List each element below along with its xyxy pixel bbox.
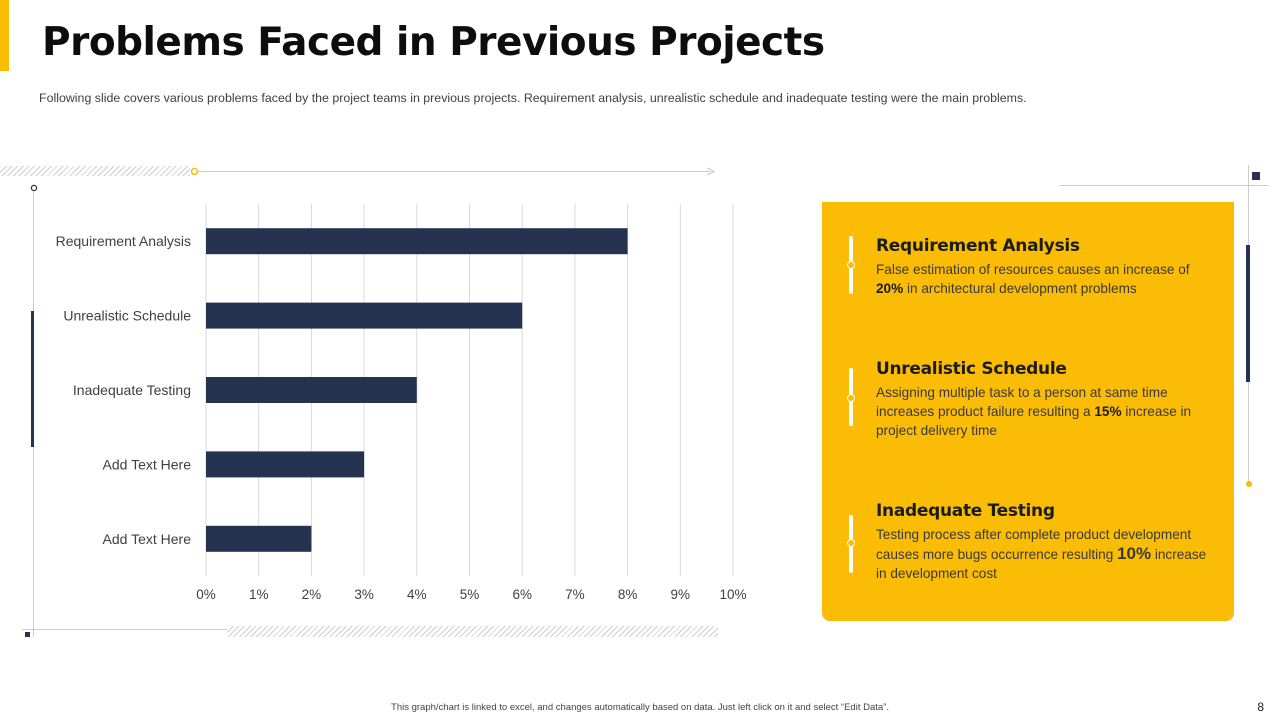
item-description: Testing process after complete product d… [876, 527, 1207, 581]
item-highlight: 15% [1094, 404, 1122, 419]
x-tick-label: 9% [671, 587, 691, 602]
bottom-line [22, 629, 227, 630]
top-left-hatch [0, 166, 190, 176]
bar [206, 525, 312, 552]
bar [206, 377, 417, 403]
problems-panel: Requirement Analysis False estimation of… [822, 202, 1234, 621]
bar-chart: 0% 1% 2% 3% 4% 5% 6% 7% 8% 9% 10% Requirement Analy… [56, 204, 747, 602]
item-title: Unrealistic Schedule [876, 359, 1067, 379]
right-yellow-dot [1246, 481, 1252, 487]
x-tick-label: 10% [719, 587, 746, 602]
category-label: Requirement Analysis [56, 233, 191, 249]
item-description: False estimation of resources causes an … [876, 262, 1190, 296]
item-dot [847, 394, 855, 402]
item-dot [847, 261, 855, 269]
left-navy-accent [31, 311, 34, 447]
item-description: Assigning multiple task to a person at s… [876, 385, 1192, 438]
page-subtitle: Following slide covers various problems … [39, 91, 1027, 105]
x-tick-label: 7% [565, 587, 585, 602]
page-title: Problems Faced in Previous Projects [42, 20, 825, 65]
title-accent-bar [0, 0, 9, 71]
category-label: Unrealistic Schedule [63, 308, 191, 324]
bar [206, 451, 365, 478]
page-number: 8 [1257, 700, 1264, 714]
x-tick-label: 1% [249, 587, 269, 602]
left-navy-dot [30, 184, 38, 192]
x-tick-label: 4% [407, 587, 427, 602]
top-arrow-line [196, 171, 710, 172]
x-tick-label: 8% [618, 587, 638, 602]
x-tick-label: 3% [354, 587, 374, 602]
x-tick-label: 0% [196, 587, 216, 602]
footer-note: This graph/chart is linked to excel, and… [391, 702, 889, 713]
bar [206, 302, 523, 329]
x-tick-label: 2% [302, 587, 322, 602]
arrow-head-icon [706, 167, 716, 176]
category-label: Add Text Here [103, 531, 192, 547]
item-highlight: 20% [876, 281, 904, 296]
top-right-square [1252, 172, 1260, 180]
bottom-left-square [25, 632, 30, 637]
bottom-hatch [227, 626, 718, 637]
category-label: Add Text Here [103, 456, 192, 472]
item-dot [847, 539, 855, 547]
top-yellow-dot [190, 167, 199, 176]
x-tick-label: 6% [512, 587, 532, 602]
item-title: Requirement Analysis [876, 236, 1080, 256]
right-navy-accent [1246, 245, 1250, 382]
bar [206, 228, 628, 255]
x-tick-label: 5% [460, 587, 480, 602]
top-right-line [1060, 185, 1268, 186]
item-highlight: 10% [1117, 544, 1152, 563]
category-label: Inadequate Testing [73, 382, 191, 398]
item-title: Inadequate Testing [876, 501, 1055, 521]
